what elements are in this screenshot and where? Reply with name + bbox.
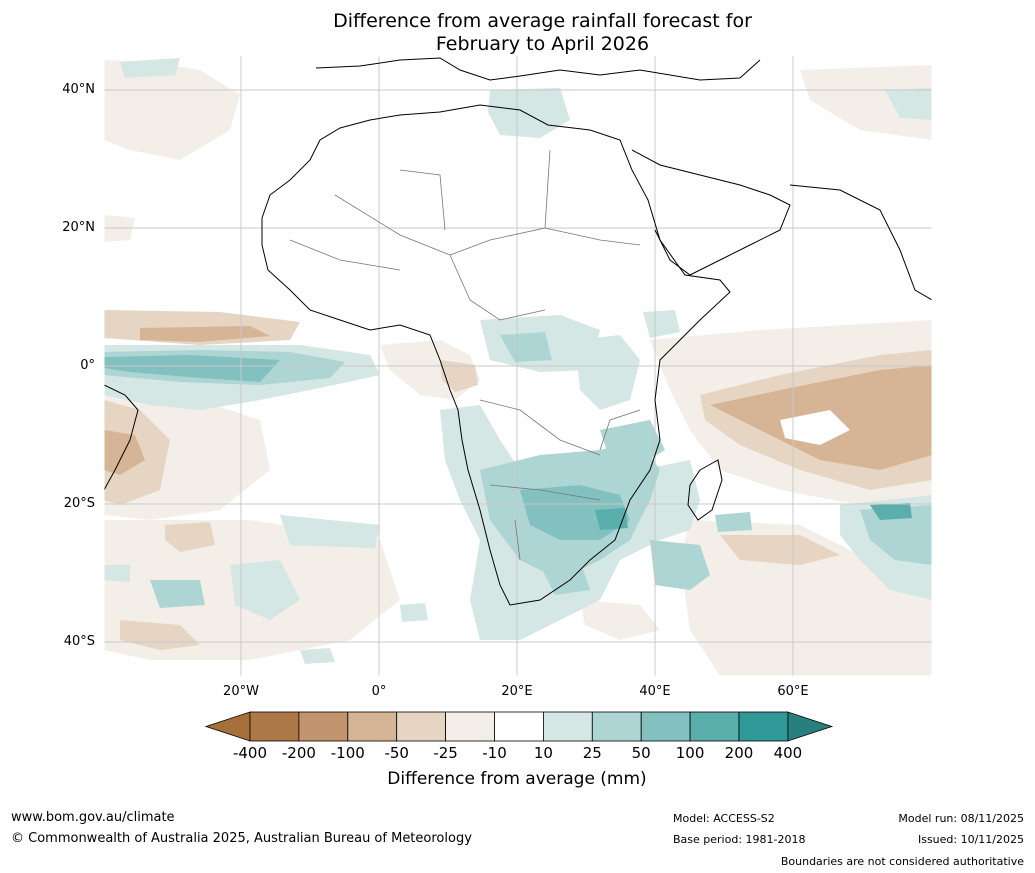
colorbar-tick-label: 25 xyxy=(582,744,602,762)
lon-label-0: 0° xyxy=(371,684,387,699)
colorbar-swatch xyxy=(298,711,349,742)
colorbar-tick-label: -25 xyxy=(433,744,458,762)
colorbar-tick-label: -200 xyxy=(281,744,316,762)
country-borders xyxy=(289,149,641,561)
colorbar-title: Difference from average (mm) xyxy=(387,769,647,789)
lon-label-60e: 60°E xyxy=(777,684,809,699)
colorbar-swatch xyxy=(347,711,398,742)
title-line-2: February to April 2026 xyxy=(435,33,650,55)
colorbar-tick-label: -10 xyxy=(482,744,507,762)
europe-coastline xyxy=(315,57,761,81)
colorbar-extend-high xyxy=(787,711,834,742)
lat-label-40s: 40°S xyxy=(63,634,95,649)
asia-coastline xyxy=(789,184,932,301)
colorbar-swatch xyxy=(640,711,691,742)
colorbar-swatch xyxy=(689,711,740,742)
model-run-date: Model run: 08/11/2025 xyxy=(898,812,1024,825)
map-title: Difference from average rainfall forecas… xyxy=(0,10,1035,56)
lat-label-40n: 40°N xyxy=(62,82,95,97)
title-line-1: Difference from average rainfall forecas… xyxy=(333,10,752,32)
coastlines xyxy=(104,57,932,606)
colorbar-tick-label: 50 xyxy=(631,744,651,762)
map-panel xyxy=(104,56,932,676)
colorbar-tick-label: 200 xyxy=(724,744,754,762)
issued-date: Issued: 10/11/2025 xyxy=(917,833,1024,846)
madagascar xyxy=(687,459,723,521)
colorbar-tick-label: 100 xyxy=(675,744,705,762)
colorbar-swatch xyxy=(738,711,789,742)
colorbar-swatch xyxy=(591,711,642,742)
map-frame xyxy=(103,55,933,677)
colorbar-swatch xyxy=(445,711,495,742)
lat-label-20n: 20°N xyxy=(62,220,95,235)
colorbar-tick-label: 10 xyxy=(533,744,553,762)
lat-label-20s: 20°S xyxy=(63,496,95,511)
colorbar-swatch xyxy=(494,711,544,742)
footer-copyright: © Commonwealth of Australia 2025, Austra… xyxy=(11,831,472,846)
colorbar-tick-label: -100 xyxy=(330,744,365,762)
lon-label-20e: 20°E xyxy=(501,684,533,699)
footer-url[interactable]: www.bom.gov.au/climate xyxy=(11,810,175,825)
colorbar-swatch xyxy=(396,711,447,742)
colorbar xyxy=(204,711,834,742)
base-period: Base period: 1981-2018 xyxy=(673,833,806,846)
colorbar-swatch xyxy=(249,711,300,742)
africa-coastline xyxy=(261,104,731,606)
lon-label-20w: 20°W xyxy=(223,684,259,699)
arabia-coastline xyxy=(631,149,791,276)
colorbar-tick-label: -50 xyxy=(384,744,409,762)
lat-label-0: 0° xyxy=(80,358,95,373)
colorbar-tick-label: -400 xyxy=(232,744,268,762)
colorbar-swatch xyxy=(543,711,593,742)
colorbar-extend-low xyxy=(204,711,251,742)
model-name: Model: ACCESS-S2 xyxy=(673,812,775,825)
colorbar-tick-label: 400 xyxy=(773,744,803,762)
lon-label-40e: 40°E xyxy=(639,684,671,699)
graticule xyxy=(104,56,932,676)
south-america-coast xyxy=(104,384,139,491)
boundaries-disclaimer: Boundaries are not considered authoritat… xyxy=(780,855,1024,868)
